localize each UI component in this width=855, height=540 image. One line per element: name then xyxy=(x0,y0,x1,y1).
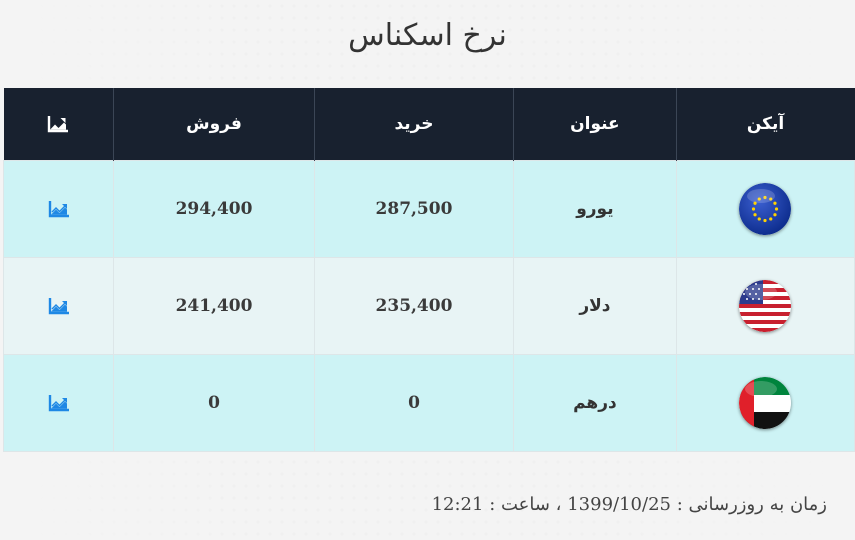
page-title: نرخ اسکناس xyxy=(348,18,507,53)
currency-name: درهم xyxy=(513,354,677,452)
last-update-time: 12:21 xyxy=(431,494,484,515)
header-icon: آیکن xyxy=(675,88,855,161)
us-flag-icon xyxy=(739,280,792,332)
icon-cell xyxy=(675,354,855,452)
currency-name: یورو xyxy=(513,160,677,258)
last-update-time-label: ، ساعت : xyxy=(489,494,562,515)
buy-price: 287,500 xyxy=(313,160,515,258)
table-header-row: آیکن عنوان خرید فروش xyxy=(3,88,855,161)
sell-price: 294,400 xyxy=(113,160,315,258)
currency-name: دلار xyxy=(513,257,677,355)
table-row: یورو 287,500 294,400 xyxy=(2,160,855,258)
buy-price: 235,400 xyxy=(313,257,515,355)
chart-icon xyxy=(48,116,69,133)
chart-cell xyxy=(2,160,115,258)
eu-flag-icon xyxy=(739,183,792,235)
header-chart xyxy=(3,88,114,161)
icon-cell xyxy=(675,257,855,355)
last-update-date: 1399/10/25 xyxy=(567,494,671,515)
chart-icon[interactable] xyxy=(48,200,70,218)
chart-cell xyxy=(2,354,115,452)
header-title: عنوان xyxy=(513,88,677,161)
chart-cell xyxy=(2,257,115,355)
last-update-label: زمان به روزرسانی : xyxy=(676,494,827,515)
table-row: درهم 0 0 xyxy=(2,354,855,452)
header-buy: خرید xyxy=(313,88,514,161)
last-update-text: زمان به روزرسانی : 1399/10/25 ، ساعت : 1… xyxy=(432,494,827,515)
header-sell: فروش xyxy=(113,88,315,161)
rates-table: آیکن عنوان خرید فروش xyxy=(2,88,855,452)
table-row: دلار 235,400 241,400 xyxy=(2,257,855,355)
sell-price: 241,400 xyxy=(113,257,315,355)
chart-icon[interactable] xyxy=(48,394,70,412)
icon-cell xyxy=(675,160,855,258)
sell-price: 0 xyxy=(113,354,315,452)
chart-icon[interactable] xyxy=(48,297,70,315)
uae-flag-icon xyxy=(739,377,792,429)
buy-price: 0 xyxy=(313,354,515,452)
